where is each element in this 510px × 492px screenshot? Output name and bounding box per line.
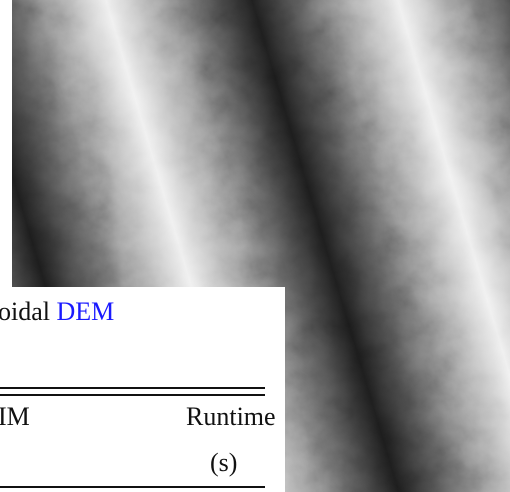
header-cell: IM xyxy=(0,402,30,432)
top-rule xyxy=(0,387,265,389)
mid-rule xyxy=(0,486,265,488)
caption-link[interactable]: DEM xyxy=(57,297,115,326)
caption-text: oidal xyxy=(0,297,50,326)
header-cell: Runtime xyxy=(186,402,276,432)
page: oidal DEM IM Runtime (s) xyxy=(0,0,510,492)
header-cell: (s) xyxy=(210,448,237,478)
paper-panel: oidal DEM IM Runtime (s) xyxy=(0,287,285,492)
caption: oidal DEM xyxy=(0,297,114,327)
top-rule xyxy=(0,394,265,396)
